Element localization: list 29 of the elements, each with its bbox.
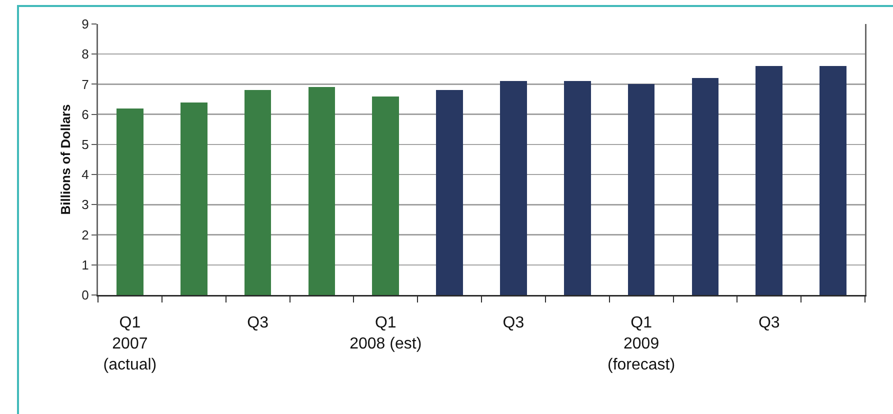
bar xyxy=(564,81,591,295)
y-tick-label: 6 xyxy=(82,106,89,122)
y-tick-label: 4 xyxy=(82,167,89,182)
y-tick-label: 5 xyxy=(82,136,89,152)
bar xyxy=(116,108,144,295)
bar xyxy=(692,78,719,295)
y-tick-label: 2 xyxy=(82,227,89,242)
y-tick-label: 7 xyxy=(82,76,89,92)
y-tick-label: 8 xyxy=(82,46,89,62)
y-tick-label: 1 xyxy=(82,257,89,272)
y-axis-title: Billions of Dollars xyxy=(58,104,73,215)
bar xyxy=(244,90,272,295)
x-tick-label: Q1 2008 (est) xyxy=(350,314,422,352)
bar xyxy=(308,87,336,295)
bar xyxy=(756,66,783,295)
y-tick-label: 0 xyxy=(82,288,89,303)
bar xyxy=(500,81,527,295)
bar xyxy=(436,90,463,295)
x-tick-label: Q3 xyxy=(502,314,524,332)
bar xyxy=(820,66,846,295)
y-tick-label: 9 xyxy=(82,16,89,32)
bar xyxy=(628,84,655,295)
bar xyxy=(372,96,400,295)
x-tick-label: Q1 2009 (forecast) xyxy=(608,314,676,374)
x-tick-label: Q1 2007 (actual) xyxy=(103,314,157,374)
x-tick-label: Q3 xyxy=(247,314,269,332)
bar xyxy=(180,102,208,295)
y-tick-label: 3 xyxy=(82,197,89,212)
x-tick-label: Q3 xyxy=(758,314,780,332)
